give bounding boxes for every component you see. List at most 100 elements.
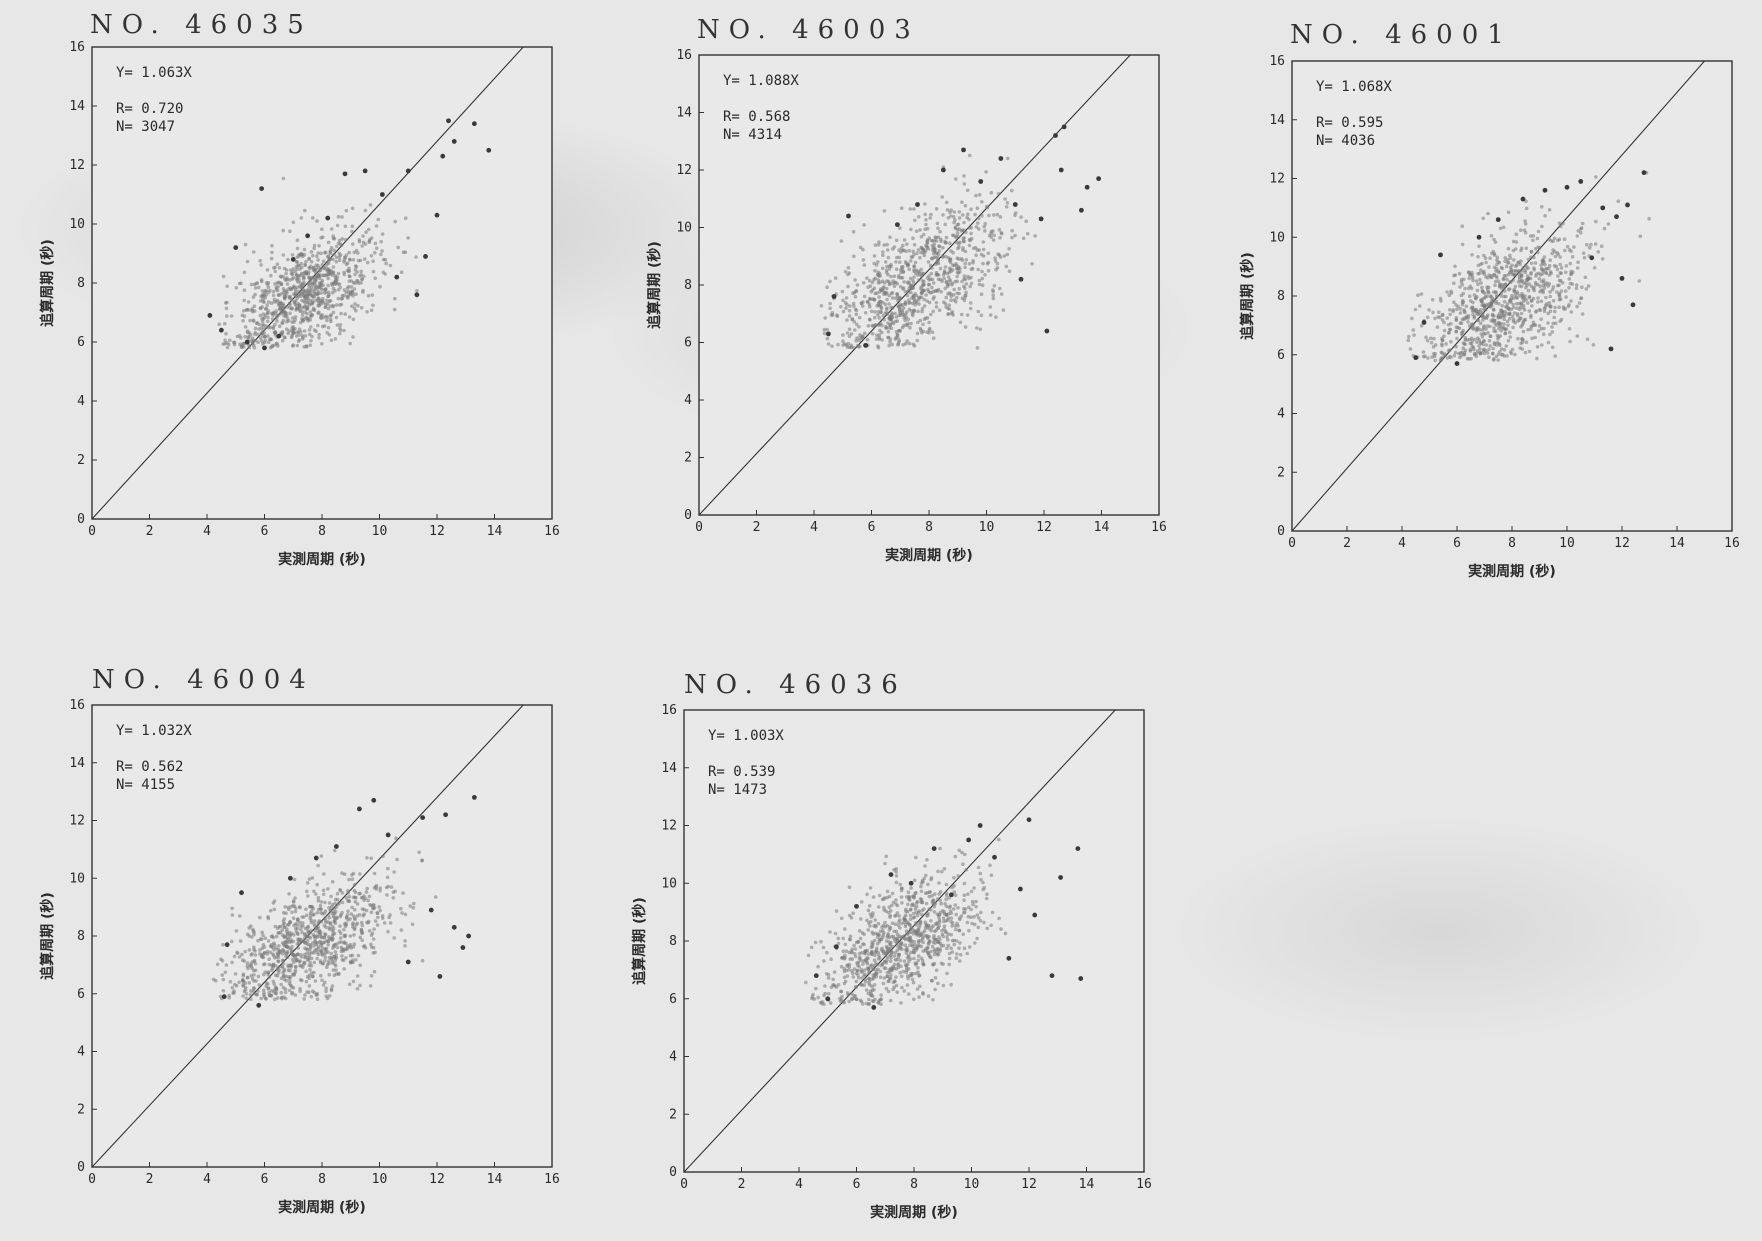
scatter-cloud-point	[954, 956, 959, 960]
scatter-cloud-point	[1561, 221, 1565, 226]
scatter-cloud-point	[330, 984, 335, 988]
x-tick-label: 8	[318, 1172, 326, 1187]
scatter-cloud-point	[324, 290, 329, 295]
scatter-cloud-point	[302, 329, 307, 333]
scatter-point	[207, 313, 213, 318]
scatter-cloud-point	[1524, 246, 1529, 251]
scatter-cloud-point	[841, 309, 846, 314]
y-tick-label: 2	[77, 453, 85, 468]
scatter-cloud-point	[860, 336, 865, 340]
scatter-cloud-point	[1486, 290, 1491, 294]
scatter-cloud-point	[287, 892, 291, 896]
scatter-cloud-point	[281, 985, 286, 990]
scatter-cloud-point	[343, 237, 348, 242]
scatter-cloud-point	[944, 295, 948, 300]
scatter-cloud-point	[940, 279, 944, 284]
scatter-cloud-point	[245, 329, 250, 333]
scatter-cloud-point	[893, 958, 898, 962]
scatter-cloud-point	[386, 929, 390, 934]
scatter-cloud-point	[963, 265, 967, 270]
scatter-cloud-point	[949, 919, 953, 924]
scatter-cloud-point	[944, 904, 949, 909]
scatter-cloud-point	[282, 950, 287, 954]
scatter-cloud-point	[949, 298, 953, 303]
scatter-cloud-point	[250, 976, 255, 981]
scatter-cloud-point	[268, 288, 272, 293]
scatter-cloud-point	[275, 262, 280, 267]
scatter-cloud-point	[242, 270, 247, 275]
scatter-cloud-point	[955, 291, 959, 296]
scatter-point	[833, 944, 839, 950]
scatter-cloud-point	[917, 995, 921, 999]
scatter-cloud-point	[1509, 351, 1514, 356]
scatter-cloud-point	[998, 215, 1003, 219]
scatter-cloud-point	[270, 243, 274, 248]
scatter-cloud-point	[912, 896, 916, 900]
scatter-cloud-point	[867, 921, 871, 925]
scatter-cloud-point	[934, 301, 939, 305]
scatter-cloud-point	[979, 313, 984, 318]
scatter-cloud-point	[910, 977, 915, 982]
scatter-cloud-point	[223, 338, 227, 343]
scatter-cloud-point	[945, 935, 949, 939]
scatter-cloud-point	[892, 274, 897, 279]
scatter-cloud-point	[1510, 347, 1515, 352]
scatter-cloud-point	[399, 270, 404, 275]
scatter-cloud-point	[1542, 286, 1547, 290]
scatter-cloud-point	[908, 276, 913, 281]
scatter-cloud-point	[1482, 351, 1487, 356]
panel-46036: NO. 46036 0 0 2 2 4 4 6 6 8 8 10 10 12 12 14 14 16 16 Y= 1…	[631, 670, 1164, 1240]
scatter-cloud-point	[958, 320, 963, 325]
scatter-cloud-point	[1506, 339, 1511, 343]
scatter-cloud-point	[886, 979, 891, 984]
scatter-cloud-point	[1521, 329, 1526, 334]
scatter-cloud-point	[1550, 345, 1555, 350]
scatter-cloud-point	[929, 212, 933, 217]
scatter-cloud-point	[875, 962, 880, 967]
scatter-cloud-point	[298, 986, 302, 991]
scatter-cloud-point	[918, 326, 923, 331]
scatter-cloud-point	[358, 983, 362, 988]
scatter-cloud-point	[327, 290, 331, 295]
scatter-cloud-point	[1558, 262, 1562, 267]
scatter-cloud-point	[874, 949, 878, 954]
scatter-cloud-point	[867, 971, 871, 975]
scatter-cloud-point	[315, 941, 320, 945]
scatter-cloud-point	[266, 939, 271, 943]
scatter-cloud-point	[363, 208, 368, 213]
scatter-cloud-point	[1484, 348, 1488, 353]
scatter-cloud-point	[1468, 284, 1473, 289]
scatter-cloud-point	[295, 330, 299, 335]
scatter-cloud-point	[341, 948, 346, 952]
scatter-cloud-point	[931, 336, 936, 341]
scatter-cloud-point	[944, 280, 949, 285]
scatter-cloud-point	[293, 970, 298, 974]
scatter-cloud-point	[279, 982, 284, 987]
scatter-cloud-point	[262, 331, 267, 336]
scatter-cloud-point	[285, 282, 290, 286]
scatter-cloud-point	[885, 974, 889, 979]
scatter-cloud-point	[281, 228, 286, 233]
scatter-cloud-point	[373, 241, 378, 246]
scatter-cloud-point	[888, 959, 893, 964]
scatter-cloud-point	[1507, 287, 1512, 291]
y-tick-label: 4	[77, 394, 85, 409]
scatter-cloud-point	[325, 318, 329, 323]
scatter-cloud-point	[337, 929, 342, 933]
scatter-cloud-point	[851, 911, 855, 915]
scatter-cloud-point	[900, 942, 904, 947]
scatter-cloud-point	[931, 297, 935, 301]
scatter-cloud-point	[374, 885, 378, 889]
scatter-cloud-point	[1491, 357, 1496, 361]
scatter-cloud-point	[257, 285, 261, 290]
scatter-cloud-point	[266, 916, 271, 921]
scatter-cloud-point	[967, 243, 972, 248]
scatter-cloud-point	[360, 938, 365, 942]
scatter-cloud-point	[942, 924, 947, 928]
scatter-cloud-point	[1554, 264, 1558, 269]
scatter-cloud-point	[266, 315, 270, 320]
scatter-cloud-point	[1484, 260, 1488, 265]
scatter-cloud-point	[1543, 262, 1547, 267]
y-tick-label: 16	[1269, 54, 1285, 69]
scatter-cloud-point	[237, 980, 241, 985]
